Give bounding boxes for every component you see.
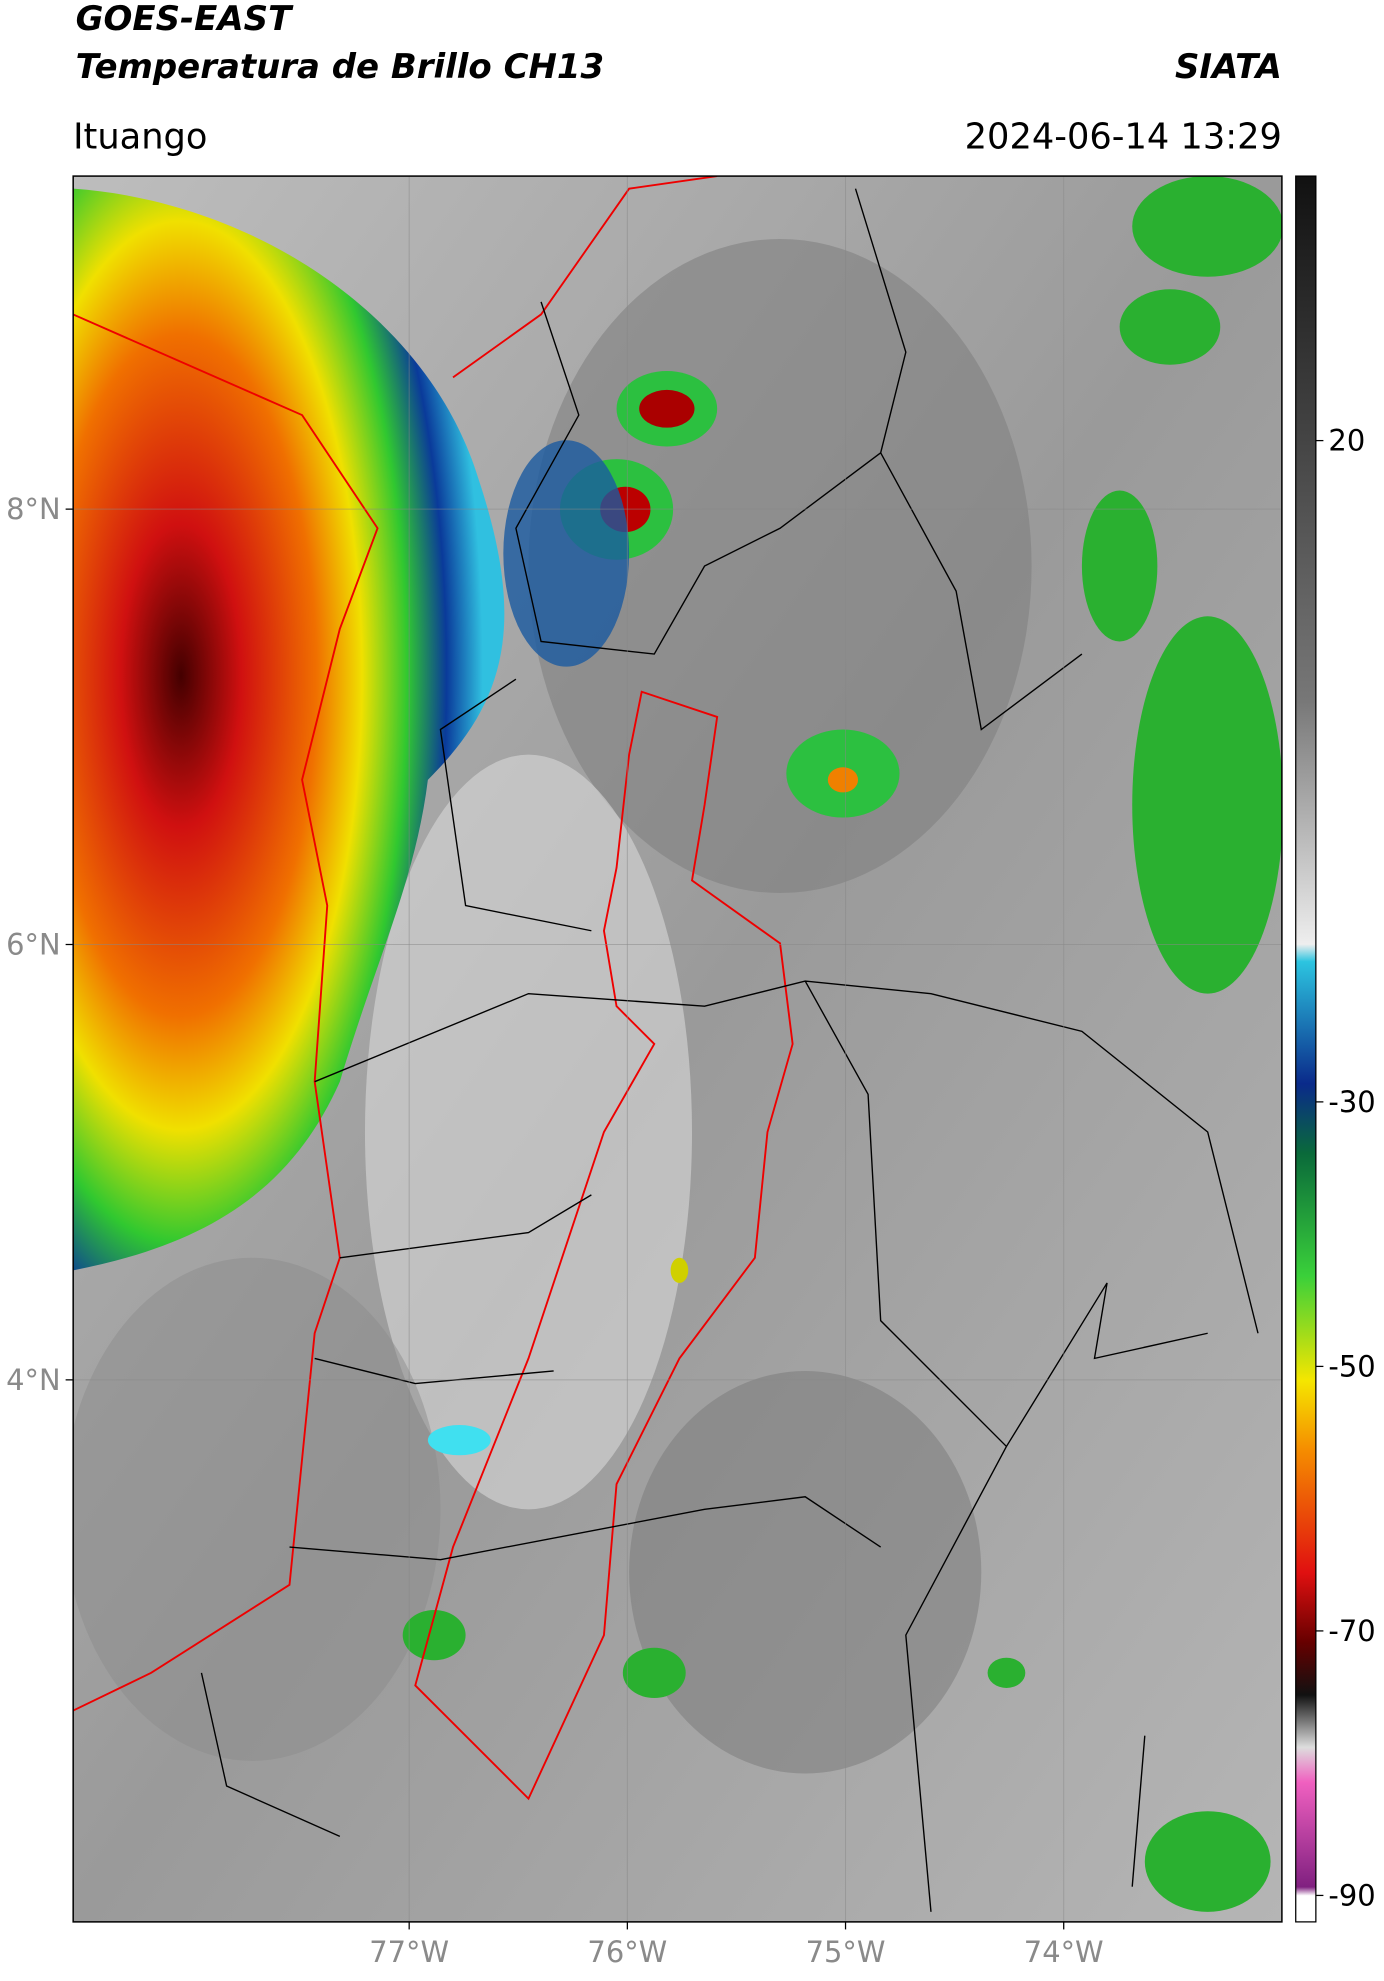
title: GOES-EAST (76, 0, 294, 39)
map-frame (72, 175, 1283, 1923)
lat-tick-label: 6°N (6, 928, 60, 962)
brand: SIATA (1175, 47, 1282, 87)
colorbar-tick-label: -50 (1328, 1349, 1375, 1383)
lon-tick-label: 74°W (1024, 1935, 1104, 1969)
subtitle: Temperatura de Brillo CH13 (76, 47, 604, 87)
lon-tick-label: 77°W (369, 1935, 449, 1969)
map-image (73, 176, 1282, 1922)
location: Ituango (73, 116, 207, 157)
colorbar-tick-label: 20 (1328, 424, 1365, 458)
colorbar-tick-label: -90 (1328, 1878, 1375, 1912)
colorbar-tick-label: -70 (1328, 1614, 1375, 1648)
colorbar-tick-label: -30 (1328, 1085, 1375, 1119)
lat-tick-label: 4°N (6, 1363, 60, 1397)
colorbar (1295, 175, 1317, 1923)
datetime: 2024-06-14 13:29 (965, 116, 1282, 157)
lon-tick-label: 75°W (806, 1935, 886, 1969)
lat-tick-label: 8°N (6, 492, 60, 526)
lon-tick-label: 76°W (587, 1935, 667, 1969)
